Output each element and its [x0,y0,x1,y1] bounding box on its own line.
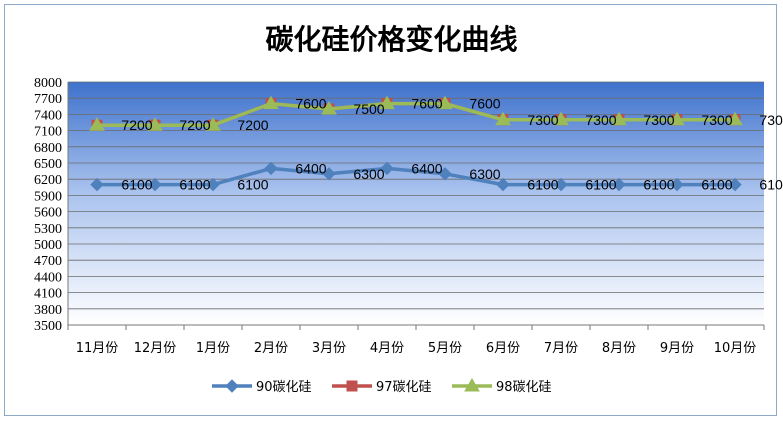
data-point [380,161,394,176]
x-tick-label: 8月份 [602,341,636,356]
y-tick-label: 7700 [34,92,62,107]
plot-area [68,82,764,325]
y-tick-label: 7400 [34,108,62,123]
data-label: 7600 [469,96,500,112]
data-label: 7300 [701,112,732,128]
legend-marker [464,378,480,392]
legend-label: 97碳化硅 [376,380,432,395]
x-tick-label: 2月份 [254,341,288,356]
data-label: 7300 [527,112,558,128]
data-point [322,167,336,181]
legend-marker [225,379,239,393]
data-label: 6400 [295,160,326,176]
data-label: 7300 [759,112,783,128]
data-label: 6100 [527,177,558,193]
legend-label: 90碳化硅 [256,380,312,395]
data-point [495,111,511,126]
series-group [89,95,743,192]
x-tick-label: 9月份 [660,341,694,356]
data-point [379,95,395,110]
y-tick-label: 6500 [34,157,62,172]
data-label: 7200 [237,117,268,133]
legend: 90碳化硅 97碳化硅 98碳化硅 [212,378,552,395]
y-tick-label: 4400 [34,270,62,285]
x-tick-label: 5月份 [428,341,462,356]
data-point [554,177,568,192]
data-labels: 6100 6100 6100 6400 6300 6400 6300 6100 6100 6100… [121,96,783,193]
data-point [147,117,163,131]
x-tick-label: 10月份 [714,341,757,356]
data-point [728,177,742,192]
data-label: 7300 [585,112,616,128]
data-point [205,117,221,131]
data-label: 7600 [295,96,326,112]
y-tick-label: 5900 [34,189,62,204]
x-tick-label: 7月份 [544,341,578,356]
data-point [148,177,162,192]
data-label: 6300 [469,166,500,182]
legend-marker [346,380,358,392]
data-label: 6300 [353,166,384,182]
y-tick-label: 8000 [34,76,62,91]
y-tick-label: 4700 [34,254,62,269]
x-tick-label: 6月份 [486,341,520,356]
x-tick-label: 3月份 [312,341,346,356]
legend-label: 98碳化硅 [496,380,552,395]
x-tick-label: 4月份 [370,341,404,356]
data-point [669,111,685,126]
data-label: 6100 [121,177,152,193]
y-tick-label: 3800 [34,303,62,318]
y-tick-label: 5000 [34,238,62,253]
data-point [321,101,337,115]
data-label: 6100 [643,177,674,193]
series-line-2 [97,101,735,127]
data-label: 7300 [643,112,674,128]
data-point [670,177,684,192]
data-point [264,161,278,176]
x-axis: 11月份 12月份 1月份 2月份 3月份 4月份 5月份 6月份 7月份 8月份 9月份 10月份 [67,324,765,356]
data-point [727,111,743,126]
y-tick-label: 7100 [34,125,62,140]
y-tick-label: 5300 [34,222,62,237]
data-point [90,177,104,192]
data-label: 6100 [759,177,783,193]
data-label: 6400 [411,160,442,176]
data-label: 7200 [179,117,210,133]
data-label: 7200 [121,117,152,133]
data-label: 6100 [701,177,732,193]
data-point [611,111,627,126]
data-point [89,117,105,131]
x-tick-label: 11月份 [76,341,119,356]
y-tick-label: 5600 [34,206,62,221]
chart-title: 碳化硅价格变化曲线 [265,23,518,56]
data-label: 7600 [411,96,442,112]
data-point [437,95,453,110]
data-label: 6100 [585,177,616,193]
data-point [438,167,452,181]
data-point [496,177,510,192]
y-tick-label: 3500 [34,319,62,334]
data-label: 7500 [353,101,384,117]
data-label: 6100 [179,177,210,193]
x-tick-label: 12月份 [134,341,177,356]
data-point [263,95,279,110]
data-point [206,177,220,192]
data-point [612,177,626,192]
data-point [553,111,569,126]
y-tick-label: 6800 [34,141,62,156]
y-tick-label: 6200 [34,173,62,188]
y-tick-label: 4100 [34,287,62,302]
x-tick-label: 1月份 [196,341,230,356]
data-label: 6100 [237,177,268,193]
series-line-0 [97,166,735,187]
